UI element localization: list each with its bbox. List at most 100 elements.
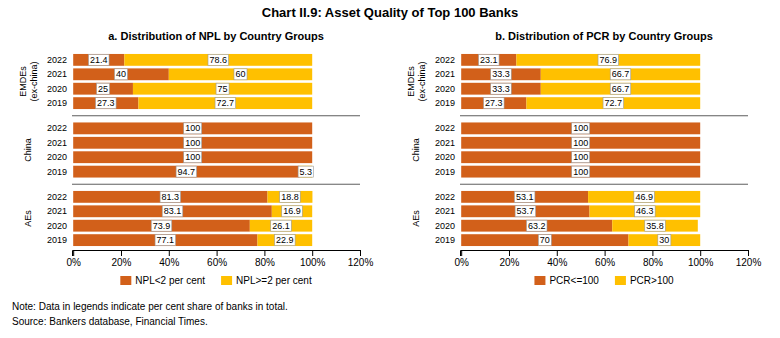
data-label-box (216, 83, 229, 94)
x-tick-mark (73, 250, 74, 256)
data-label-box (184, 123, 202, 134)
data-label: 83.1 (164, 206, 182, 216)
y-tick: 2022 (47, 192, 67, 202)
x-tick-mark (264, 250, 265, 256)
x-tick-label: 120% (348, 257, 374, 268)
data-label: 33.3 (492, 69, 510, 79)
y-tick: 2022 (435, 123, 455, 133)
data-label-group: 100 (572, 123, 590, 134)
data-label-box (184, 152, 202, 163)
bar (73, 191, 267, 203)
x-tick: 120% (348, 250, 374, 268)
group-separator (460, 115, 748, 116)
y-tick-label: 2022 (47, 55, 67, 65)
data-label: 26.1 (272, 221, 290, 231)
bar (526, 97, 700, 109)
legend-label: NPL<2 per cent (135, 275, 205, 286)
note: Note: Data in legends indicate per cent … (12, 301, 288, 312)
data-label-box (479, 54, 500, 65)
legend: NPL<2 per centNPL>=2 per cent (120, 275, 312, 286)
data-label-group: 26.1 (271, 220, 292, 231)
bar (73, 68, 169, 80)
data-label: 25 (98, 84, 108, 94)
y-tick: 2020 (435, 152, 455, 162)
x-tick: 40% (159, 250, 179, 268)
group-separator (72, 184, 360, 185)
data-label: 18.8 (281, 192, 299, 202)
data-label: 78.6 (210, 55, 228, 65)
data-label-box (282, 206, 303, 217)
y-axis: 2022202120202019 (435, 192, 455, 245)
y-tick: 2021 (47, 138, 67, 148)
bar (312, 122, 313, 134)
data-label: 53.7 (517, 206, 535, 216)
data-label-box (610, 69, 631, 80)
group-separator (460, 184, 748, 185)
x-tick: 0% (66, 250, 81, 268)
y-tick: 2022 (435, 192, 455, 202)
x-axis: 0%20%40%60%80%100%120% (66, 250, 373, 268)
y-tick-label: 2019 (435, 98, 455, 108)
data-label: 100 (573, 123, 588, 133)
y-tick-label: 2021 (47, 206, 67, 216)
x-tick-label: 40% (547, 257, 567, 268)
data-label-box (155, 235, 176, 246)
group-label-line: AEs (411, 210, 421, 227)
y-tick-label: 2021 (435, 69, 455, 79)
x-tick-mark (605, 250, 606, 256)
data-label-group: 46.9 (634, 191, 655, 202)
panel-title: a. Distribution of NPL by Country Groups (108, 30, 324, 42)
x-axis-line (73, 251, 361, 257)
y-tick: 2019 (435, 235, 455, 245)
data-label-group: 63.2 (526, 220, 547, 231)
x-tick-label: 20% (499, 257, 519, 268)
data-label-box (491, 83, 512, 94)
data-label: 33.3 (492, 84, 510, 94)
bar (461, 234, 628, 246)
y-tick-label: 2022 (435, 192, 455, 202)
bar (300, 166, 313, 178)
data-label-group: 100 (184, 123, 202, 134)
data-label-box (572, 123, 590, 134)
bar (133, 83, 312, 95)
bar (169, 68, 312, 80)
y-tick-label: 2020 (47, 221, 67, 231)
y-tick-label: 2022 (47, 192, 67, 202)
data-label-group: 77.1 (155, 235, 176, 246)
x-tick-mark (509, 250, 510, 256)
bar (461, 122, 700, 134)
data-label-box (514, 191, 535, 202)
y-tick-label: 2022 (435, 123, 455, 133)
legend-swatch (534, 276, 545, 285)
data-label: 63.2 (528, 221, 546, 231)
data-label-group: 53.1 (514, 191, 535, 202)
bar (73, 54, 124, 66)
x-tick-label: 100% (688, 257, 714, 268)
data-label: 66.7 (612, 84, 630, 94)
data-label-box (96, 98, 117, 109)
data-label: 27.3 (485, 98, 503, 108)
data-label-box (572, 137, 590, 148)
y-tick-label: 2020 (435, 221, 455, 231)
bar (73, 122, 312, 134)
y-tick-label: 2020 (47, 84, 67, 94)
data-label-box (160, 191, 181, 202)
bar (461, 97, 526, 109)
data-label: 73.9 (153, 221, 171, 231)
data-label-box (215, 98, 236, 109)
y-tick-label: 2019 (435, 235, 455, 245)
data-label: 53.1 (516, 192, 534, 202)
group-label: EMDEs(ex-china) (18, 61, 39, 101)
data-label-group: 83.1 (162, 206, 183, 217)
data-label-box (634, 191, 655, 202)
data-label: 100 (573, 167, 588, 177)
bar (588, 191, 700, 203)
bar (700, 122, 701, 134)
data-label: 22.9 (276, 235, 294, 245)
x-tick: 60% (595, 250, 615, 268)
y-tick: 2021 (47, 69, 67, 79)
bar (628, 234, 700, 246)
data-label-group: 81.3 (160, 191, 181, 202)
x-tick-label: 20% (111, 257, 131, 268)
legend-swatch (120, 276, 131, 285)
